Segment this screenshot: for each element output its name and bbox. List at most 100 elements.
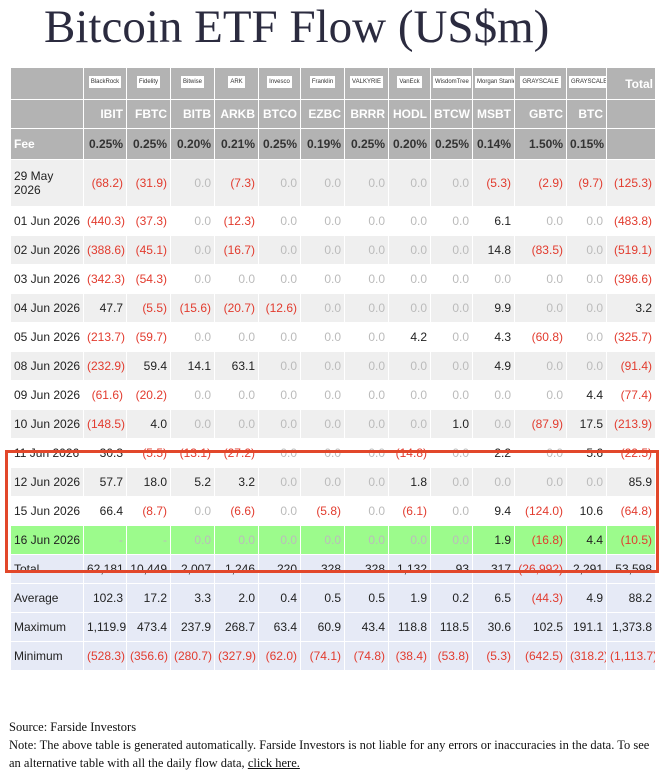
value: 0.0 xyxy=(300,159,345,207)
logo: GRAYSCALE xyxy=(520,76,561,88)
value: 0.0 xyxy=(300,235,345,265)
value: 0.0 xyxy=(388,380,431,410)
value: 43.4 xyxy=(344,612,389,642)
row: 11 Jun 2026 30.3 (5.5) (13.1) (27.2) 0.0 0.0 0.… xyxy=(10,438,656,468)
value: 102.5 xyxy=(514,612,567,642)
row-label: 10 Jun 2026 xyxy=(10,409,84,439)
value: (5.5) xyxy=(126,293,171,323)
value: 0.0 xyxy=(344,235,389,265)
value: (61.6) xyxy=(83,380,127,410)
value: 220 xyxy=(258,554,301,584)
fee: 0.21% xyxy=(214,128,259,160)
value: 1.0 xyxy=(430,409,473,439)
value: 0.0 xyxy=(258,380,301,410)
value: 0.0 xyxy=(344,159,389,207)
value: 0.0 xyxy=(300,525,345,555)
value: 0.0 xyxy=(566,322,607,352)
value: 0.0 xyxy=(430,438,473,468)
value: 3.3 xyxy=(170,583,215,613)
value: (68.2) xyxy=(83,159,127,207)
value: (20.7) xyxy=(214,293,259,323)
fee-row: Fee 0.25% 0.25% 0.20% 0.21% 0.25% 0.19% 0.25% 0.… xyxy=(10,128,656,160)
value: (16.8) xyxy=(514,525,567,555)
value: (356.6) xyxy=(126,641,171,671)
value: 0.0 xyxy=(300,467,345,497)
value: (59.7) xyxy=(126,322,171,352)
value: 4.9 xyxy=(566,583,607,613)
ticker: HODL xyxy=(388,99,431,129)
value: (342.3) xyxy=(83,264,127,294)
value: (83.5) xyxy=(514,235,567,265)
value: 9.9 xyxy=(472,293,515,323)
logo-cell: BlackRock xyxy=(83,67,127,100)
value: 0.0 xyxy=(170,380,215,410)
value: 0.0 xyxy=(388,206,431,236)
row-label: 05 Jun 2026 xyxy=(10,322,84,352)
row-label: 01 Jun 2026 xyxy=(10,206,84,236)
value: 0.0 xyxy=(344,409,389,439)
value: 0.0 xyxy=(566,235,607,265)
row: 15 Jun 2026 66.4 (8.7) 0.0 (6.6) 0.0 (5.8) 0.0(… xyxy=(10,496,656,526)
value: 0.0 xyxy=(258,351,301,381)
value: 0.0 xyxy=(344,322,389,352)
value: 2.0 xyxy=(214,583,259,613)
value: 1,119.9 xyxy=(83,612,127,642)
row: 05 Jun 2026 (213.7) (59.7) 0.0 0.0 0.0 0.0 0.0 4… xyxy=(10,322,656,352)
value: 0.0 xyxy=(388,409,431,439)
value: 0.0 xyxy=(430,525,473,555)
value: 2,291 xyxy=(566,554,607,584)
value: 0.0 xyxy=(566,264,607,294)
value: 14.1 xyxy=(170,351,215,381)
value: 0.0 xyxy=(566,351,607,381)
logo: Franklin xyxy=(309,76,336,88)
value: 63.1 xyxy=(214,351,259,381)
value: 0.0 xyxy=(344,438,389,468)
value: (91.4) xyxy=(606,351,656,381)
value: 4.9 xyxy=(472,351,515,381)
value: 6.5 xyxy=(472,583,515,613)
link[interactable]: click here. xyxy=(247,756,300,770)
row: Maximum 1,119.9 473.4 237.9 268.7 63.4 60.9 43.… xyxy=(10,612,656,642)
fee: 0.20% xyxy=(388,128,431,160)
value: 0.0 xyxy=(170,496,215,526)
value: 53,598 xyxy=(606,554,656,584)
note-text: Note: The above table is generated autom… xyxy=(9,738,650,770)
value: 0.0 xyxy=(300,351,345,381)
value: 0.0 xyxy=(214,264,259,294)
value: 0.0 xyxy=(430,322,473,352)
ticker: BTCW xyxy=(430,99,473,129)
value: 66.4 xyxy=(83,496,127,526)
value: 47.7 xyxy=(83,293,127,323)
value: 0.0 xyxy=(300,380,345,410)
fee-label: Fee xyxy=(10,128,84,160)
value: - xyxy=(126,525,171,555)
value: (31.9) xyxy=(126,159,171,207)
row: 02 Jun 2026 (388.6) (45.1) 0.0 (16.7) 0.0 0.0 0… xyxy=(10,235,656,265)
footer: Source: Farside Investors Note: The abov… xyxy=(9,718,659,772)
value: 10.6 xyxy=(566,496,607,526)
value: (45.1) xyxy=(126,235,171,265)
logo: WisdomTree xyxy=(433,76,471,88)
row-label: 02 Jun 2026 xyxy=(10,235,84,265)
value: 0.0 xyxy=(430,293,473,323)
value: 0.0 xyxy=(344,467,389,497)
value: (87.9) xyxy=(514,409,567,439)
value: 118.8 xyxy=(388,612,431,642)
value: 0.0 xyxy=(430,351,473,381)
value: 0.0 xyxy=(514,467,567,497)
value: 0.0 xyxy=(344,380,389,410)
value: (74.8) xyxy=(344,641,389,671)
row: 12 Jun 2026 57.7 18.0 5.2 3.2 0.0 0.0 0.0 1.8 0.0… xyxy=(10,467,656,497)
row: 03 Jun 2026 (342.3) (54.3) 0.0 0.0 0.0 0.0 0.0 0… xyxy=(10,264,656,294)
value: (14.8) xyxy=(388,438,431,468)
row-label: 11 Jun 2026 xyxy=(10,438,84,468)
value: (5.3) xyxy=(472,641,515,671)
fee: 0.14% xyxy=(472,128,515,160)
value: 1.9 xyxy=(472,525,515,555)
value: 0.0 xyxy=(170,206,215,236)
value: (213.7) xyxy=(83,322,127,352)
value: 5.2 xyxy=(170,467,215,497)
value: 102.3 xyxy=(83,583,127,613)
value: 4.4 xyxy=(566,380,607,410)
